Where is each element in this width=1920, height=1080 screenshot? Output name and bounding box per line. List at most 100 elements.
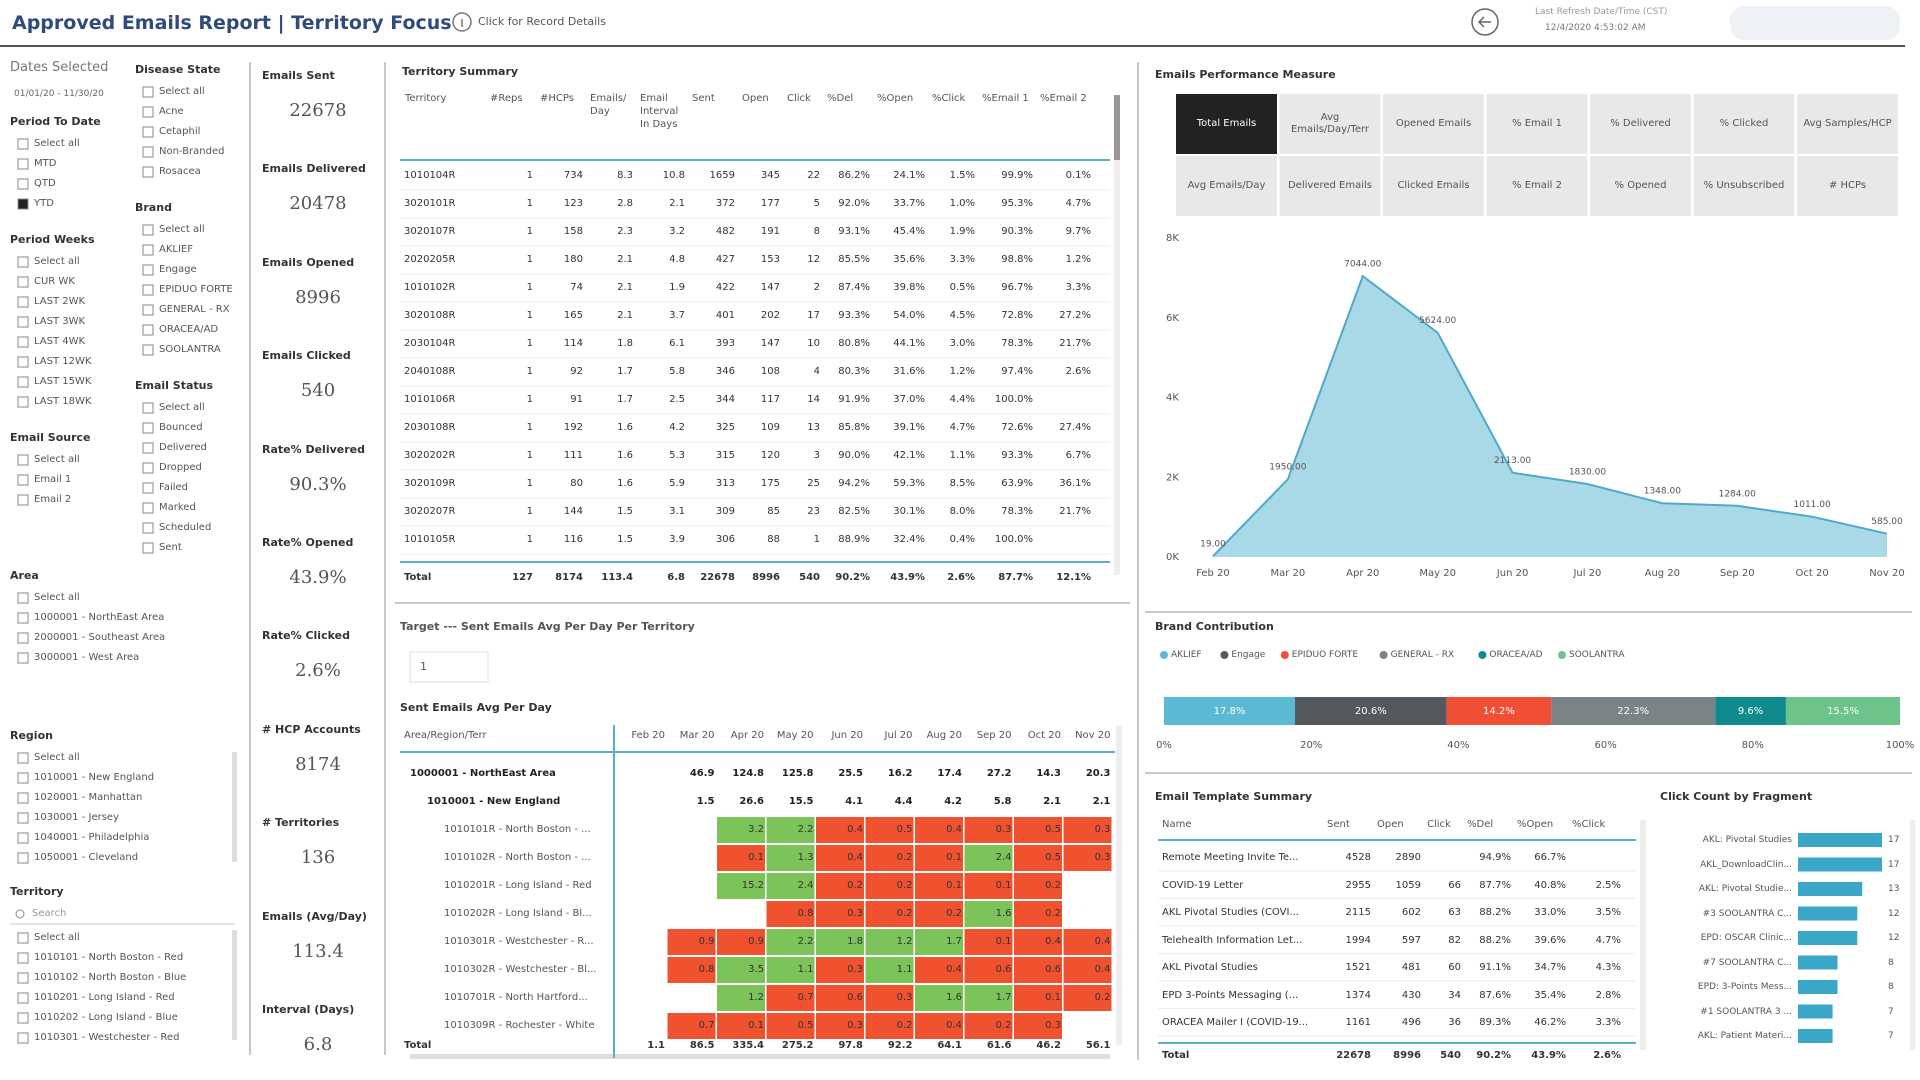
checkbox[interactable] <box>17 316 29 328</box>
checkbox[interactable] <box>17 276 29 288</box>
measure-button[interactable] <box>1797 94 1898 154</box>
filter-option[interactable]: Sent <box>159 542 182 553</box>
checkbox[interactable] <box>142 522 154 534</box>
filter-option[interactable]: 3000001 - West Area <box>34 652 140 663</box>
filter-option[interactable]: 1030001 - Jersey <box>34 812 119 823</box>
measure-button[interactable] <box>1279 94 1381 154</box>
filter-option[interactable]: CUR WK <box>34 276 75 287</box>
measure-button-label[interactable]: % Clicked <box>1719 118 1769 129</box>
checkbox[interactable] <box>142 422 154 434</box>
filter-option[interactable]: LAST 18WK <box>34 396 92 407</box>
filter-option[interactable]: Rosacea <box>159 166 201 177</box>
record-details-link[interactable]: Click for Record Details <box>478 15 606 28</box>
filter-option[interactable]: Email 2 <box>34 494 72 505</box>
measure-button-label[interactable]: Total Emails <box>1196 118 1257 129</box>
filter-option[interactable]: ORACEA/AD <box>159 324 219 335</box>
checkbox[interactable] <box>17 356 29 368</box>
checkbox[interactable] <box>142 462 154 474</box>
filter-option[interactable]: Email 1 <box>34 474 72 485</box>
checkbox[interactable] <box>17 396 29 408</box>
checkbox[interactable] <box>142 106 154 118</box>
filter-option[interactable]: Engage <box>159 264 197 275</box>
measure-button-label[interactable]: Clicked Emails <box>1397 180 1470 191</box>
target-input[interactable] <box>409 651 489 683</box>
measure-button-label[interactable]: % Email 2 <box>1512 180 1562 191</box>
checkbox[interactable] <box>142 502 154 514</box>
measure-button[interactable] <box>1486 94 1588 154</box>
filter-option[interactable]: YTD <box>34 198 54 209</box>
filter-option[interactable]: LAST 3WK <box>34 316 86 327</box>
filter-option[interactable]: LAST 4WK <box>34 336 86 347</box>
checkbox[interactable] <box>142 402 154 414</box>
checkbox[interactable] <box>17 454 29 466</box>
checkbox[interactable] <box>17 178 29 190</box>
measure-button[interactable] <box>1176 156 1277 216</box>
measure-button-label[interactable]: % Opened <box>1614 180 1667 191</box>
scrollbar[interactable] <box>410 1054 1110 1059</box>
filter-option[interactable]: Non-Branded <box>159 146 225 157</box>
search-box[interactable]: Search <box>32 908 67 919</box>
checkbox[interactable] <box>17 592 29 604</box>
filter-option[interactable]: 1010301 - Westchester - Red <box>34 1032 180 1043</box>
filter-option[interactable]: SOOLANTRA <box>159 344 221 355</box>
filter-option[interactable]: Acne <box>159 106 184 117</box>
checkbox[interactable] <box>17 138 29 150</box>
checkbox[interactable] <box>17 376 29 388</box>
checkbox[interactable] <box>17 1032 29 1044</box>
filter-option[interactable]: Select all <box>34 454 80 465</box>
measure-button[interactable] <box>1486 156 1588 216</box>
checkbox[interactable] <box>142 344 154 356</box>
filter-option[interactable]: Bounced <box>159 422 203 433</box>
checkbox[interactable] <box>17 158 29 170</box>
filter-option[interactable]: 1020001 - Manhattan <box>34 792 143 803</box>
filter-option[interactable]: Cetaphil <box>159 126 201 137</box>
measure-button[interactable] <box>1693 156 1795 216</box>
measure-button[interactable] <box>1693 94 1795 154</box>
filter-option[interactable]: 1010101 - North Boston - Red <box>34 952 184 963</box>
filter-option[interactable]: LAST 12WK <box>34 356 92 367</box>
filter-option[interactable]: 1010201 - Long Island - Red <box>34 992 175 1003</box>
measure-button-label[interactable]: % Delivered <box>1610 118 1671 129</box>
checkbox[interactable] <box>17 296 29 308</box>
filter-option[interactable]: Select all <box>34 592 80 603</box>
filter-option[interactable]: Dropped <box>159 462 202 473</box>
measure-button[interactable] <box>1279 156 1381 216</box>
filter-option[interactable]: Select all <box>159 224 205 235</box>
checkbox[interactable] <box>17 652 29 664</box>
scrollbar[interactable] <box>232 930 237 1040</box>
filter-option[interactable]: QTD <box>34 178 56 189</box>
checkbox[interactable] <box>142 224 154 236</box>
scrollbar[interactable] <box>1640 820 1646 1050</box>
scrollbar[interactable] <box>232 752 237 862</box>
measure-button-label[interactable]: Delivered Emails <box>1287 180 1372 191</box>
filter-option[interactable]: EPIDUO FORTE <box>159 284 233 295</box>
checkbox[interactable] <box>142 146 154 158</box>
measure-button[interactable] <box>1176 94 1277 154</box>
checkbox[interactable] <box>17 494 29 506</box>
filter-option[interactable]: Select all <box>34 752 80 763</box>
filter-option[interactable]: LAST 2WK <box>34 296 86 307</box>
filter-option[interactable]: 1010102 - North Boston - Blue <box>34 972 187 983</box>
scrollbar[interactable] <box>1114 95 1120 575</box>
checkbox[interactable] <box>17 1012 29 1024</box>
filter-option[interactable]: Marked <box>159 502 196 513</box>
scrollbar[interactable] <box>1116 725 1122 1045</box>
checkbox[interactable] <box>142 264 154 276</box>
checkbox[interactable] <box>17 832 29 844</box>
filter-option[interactable]: Delivered <box>159 442 207 453</box>
measure-button[interactable] <box>1797 156 1898 216</box>
filter-option[interactable]: Scheduled <box>159 522 212 533</box>
filter-option[interactable]: 2000001 - Southeast Area <box>34 632 166 643</box>
measure-button-label[interactable]: Avg Emails/Day/Terr <box>1290 112 1370 135</box>
measure-button-label[interactable]: % Unsubscribed <box>1703 180 1785 191</box>
filter-option[interactable]: 1010202 - Long Island - Blue <box>34 1012 178 1023</box>
checkbox[interactable] <box>17 852 29 864</box>
checkbox[interactable] <box>17 336 29 348</box>
filter-option[interactable]: AKLIEF <box>159 244 193 255</box>
filter-option[interactable]: LAST 15WK <box>34 376 92 387</box>
measure-button-label[interactable]: Avg Samples/HCP <box>1803 118 1892 129</box>
filter-option[interactable]: 1040001 - Philadelphia <box>34 832 150 843</box>
checkbox[interactable] <box>17 972 29 984</box>
scrollbar[interactable] <box>1910 820 1915 1050</box>
checkbox[interactable] <box>142 284 154 296</box>
